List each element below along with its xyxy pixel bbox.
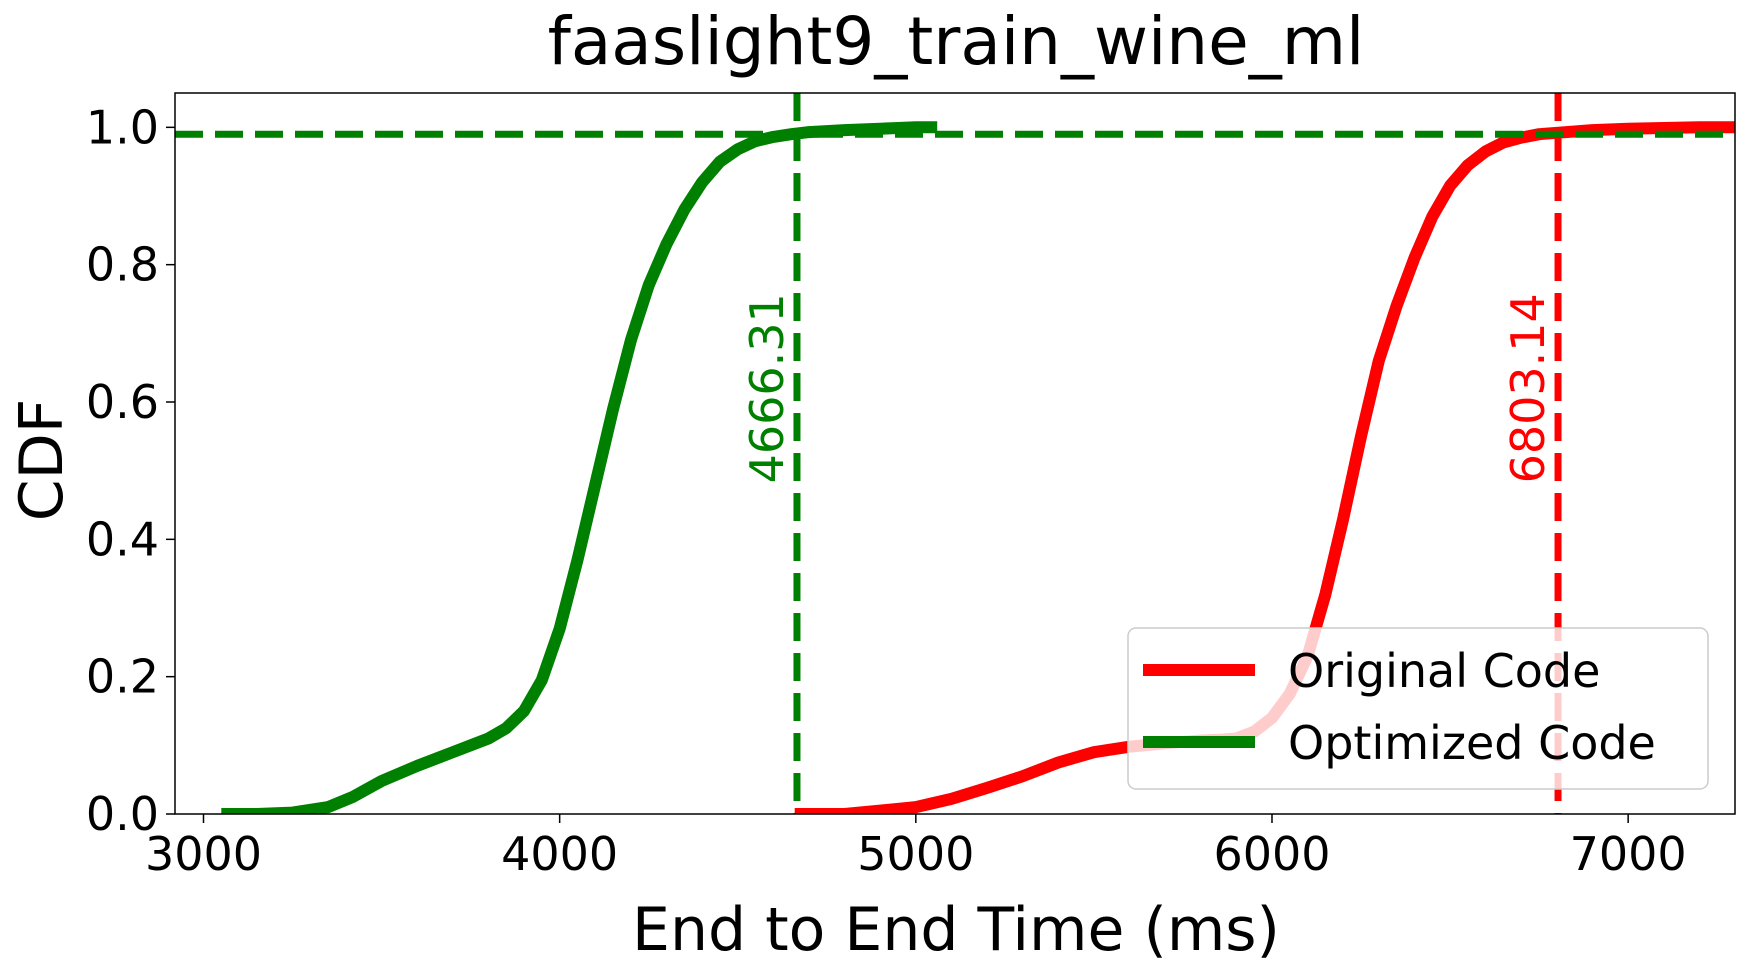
- plot-area: 4666.31 6803.14 3000 4000 5000 6000 7000 0.0 0.2…: [86, 92, 1736, 881]
- legend-label-0: Original Code: [1288, 644, 1600, 698]
- series-line-optimized: [221, 121, 938, 814]
- reference-line-label-0: 4666.31: [740, 293, 794, 483]
- x-tick-label: 7000: [1570, 827, 1687, 881]
- reference-line-label-1: 6803.14: [1501, 293, 1555, 483]
- legend-label-1: Optimized Code: [1288, 716, 1656, 770]
- chart-title: faaslight9_train_wine_ml: [548, 3, 1365, 80]
- y-tick-label: 0.0: [86, 787, 159, 841]
- legend-box: [1127, 627, 1709, 790]
- y-tick-label: 1.0: [86, 100, 159, 154]
- x-tick-label: 4000: [501, 827, 618, 881]
- x-tick-label: 3000: [145, 827, 262, 881]
- y-tick-label: 0.6: [86, 375, 159, 429]
- y-axis-label: CDF: [7, 399, 77, 522]
- x-axis-label: End to End Time (ms): [632, 895, 1280, 965]
- y-tick-label: 0.8: [86, 238, 159, 292]
- axes-frame: [174, 92, 1736, 815]
- x-tick-label: 5000: [857, 827, 974, 881]
- y-tick-label: 0.4: [86, 512, 159, 566]
- y-tick-label: 0.2: [86, 650, 159, 704]
- x-tick-label: 6000: [1213, 827, 1330, 881]
